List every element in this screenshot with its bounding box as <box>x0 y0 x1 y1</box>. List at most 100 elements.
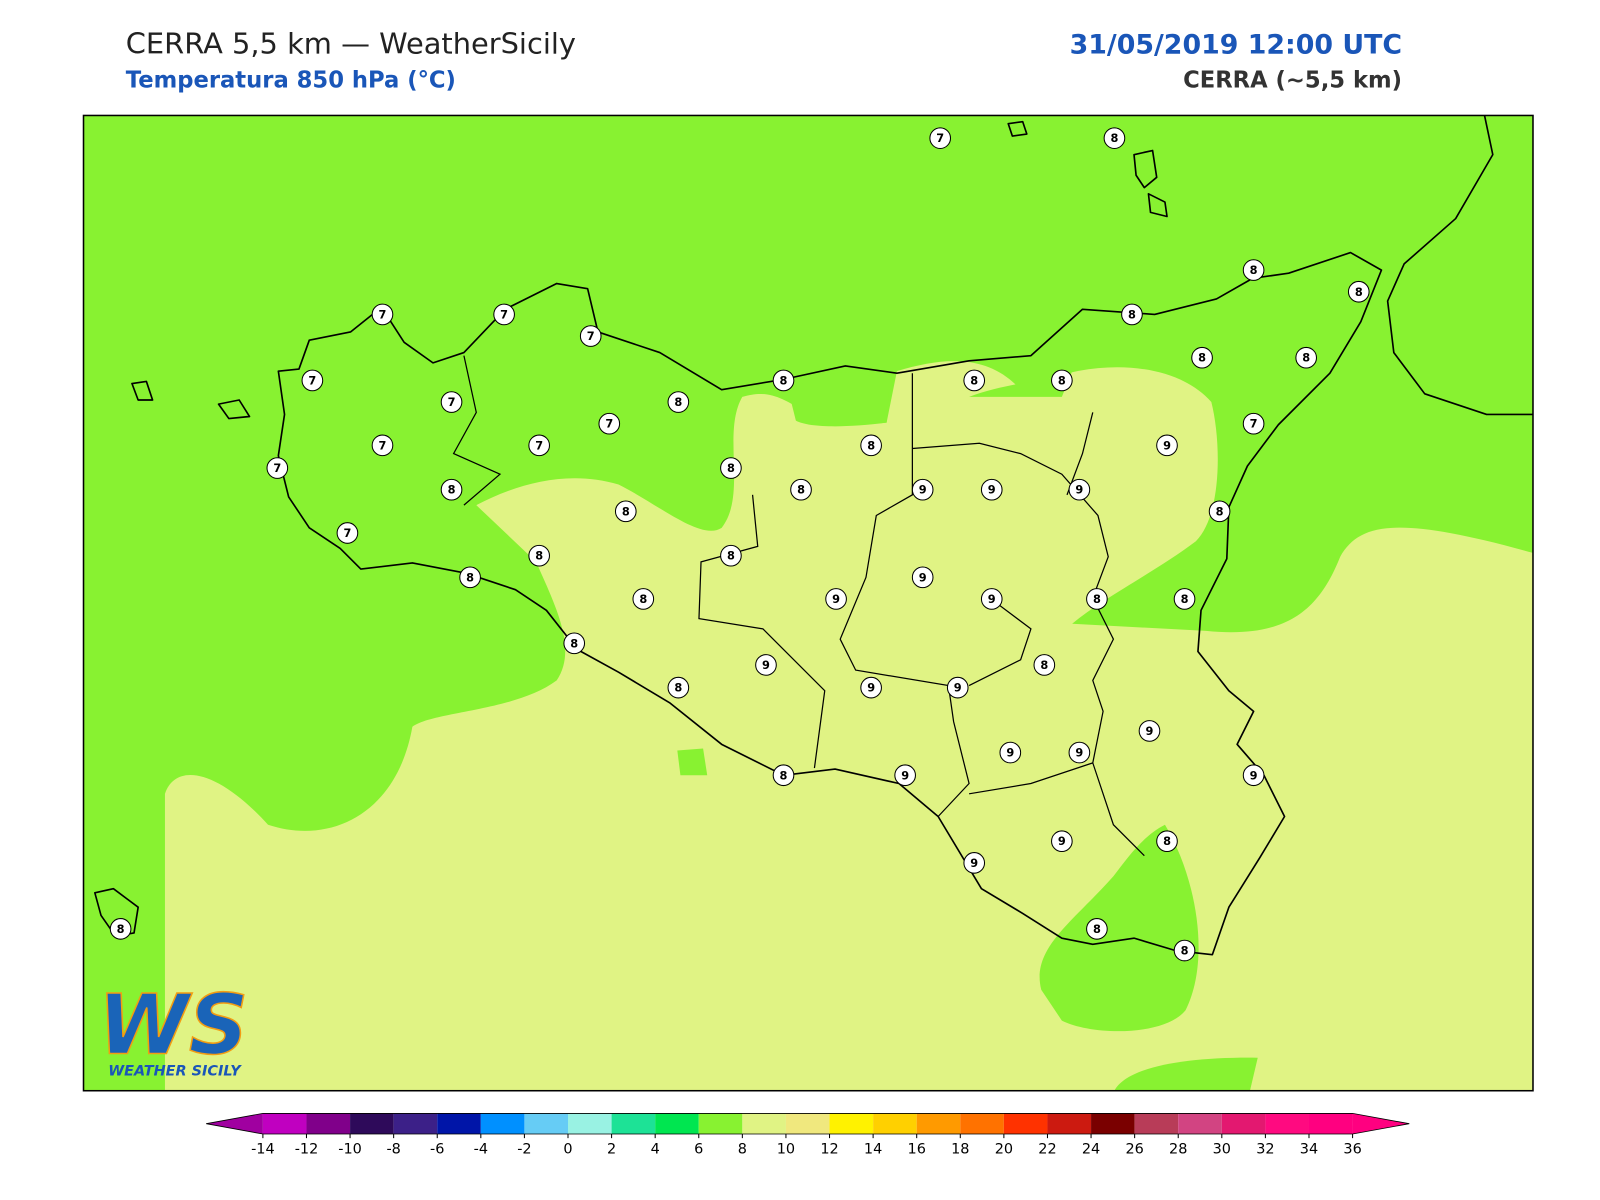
colorbar-box <box>393 1113 438 1135</box>
datetime: 31/05/2019 12:00 UTC <box>1070 30 1402 61</box>
subtitle: Temperatura 850 hPa (°C) <box>126 68 456 94</box>
station-marker <box>1033 654 1056 676</box>
station-value: 8 <box>1181 592 1189 606</box>
station-marker <box>860 434 882 457</box>
station-value: 8 <box>622 504 630 518</box>
station-value: 8 <box>1216 504 1224 518</box>
colorbar-tick-label: 0 <box>563 1142 572 1158</box>
station-value: 9 <box>1250 768 1258 782</box>
colorbar-over <box>1352 1113 1410 1135</box>
station-value: 8 <box>1058 373 1066 387</box>
station-marker <box>825 588 847 610</box>
colorbar-tick-label: 32 <box>1256 1142 1274 1158</box>
station-marker <box>632 588 655 610</box>
station-marker <box>667 676 690 699</box>
province-border <box>452 355 1145 857</box>
station-value: 7 <box>379 438 387 452</box>
station-marker <box>598 412 621 435</box>
station-marker <box>440 478 463 501</box>
colorbar-box <box>1178 1113 1222 1135</box>
station-value: 7 <box>1250 417 1258 431</box>
station-value: 9 <box>970 856 978 870</box>
station-value: 8 <box>535 549 543 563</box>
colorbar-box <box>1265 1113 1309 1135</box>
logo-mark: WS <box>98 978 248 1074</box>
colorbar-box <box>350 1113 394 1135</box>
station-marker <box>1051 369 1073 392</box>
map-frame <box>82 114 1534 1092</box>
colorbar-tick-label: 6 <box>694 1142 703 1158</box>
colorbar-tick-label: -12 <box>295 1142 319 1158</box>
title: CERRA 5,5 km — WeatherSicily <box>126 27 576 61</box>
station-marker <box>772 369 795 392</box>
station-value: 8 <box>1355 285 1363 299</box>
colorbar-tick-label: -6 <box>430 1142 444 1158</box>
station-marker <box>1191 346 1213 369</box>
island <box>94 120 1168 937</box>
coastline-calabria <box>1386 115 1533 416</box>
station-marker <box>109 918 132 940</box>
field-green-patch <box>1039 824 1199 1032</box>
station-marker <box>667 391 690 413</box>
station-marker <box>440 391 463 413</box>
station-value: 9 <box>988 483 996 497</box>
station-value: 7 <box>535 438 543 452</box>
colorbar: -14 -12 -10 -8 -6 -4 -2 0 2 4 6 8 10 12 14 16 18 20 22 24 26… <box>206 1112 1410 1158</box>
station-marker <box>720 457 742 479</box>
station-marker <box>1156 434 1178 457</box>
station-value: 8 <box>448 483 456 497</box>
station-marker <box>911 478 934 501</box>
colorbar-tick-label: 26 <box>1125 1142 1143 1158</box>
map <box>83 115 1533 1091</box>
colorbar-tick-label: 22 <box>1038 1142 1056 1158</box>
colorbar-box <box>568 1113 612 1135</box>
colorbar-tick-label: -4 <box>474 1142 488 1158</box>
colorbar-tick-label: -8 <box>386 1142 400 1158</box>
station-value: 7 <box>500 307 508 321</box>
colorbar-tick-label: -14 <box>251 1142 275 1158</box>
colorbar-tick-label: 18 <box>951 1142 969 1158</box>
station-marker <box>980 478 1003 501</box>
field-green-patch <box>1114 1057 1258 1091</box>
station-value: 9 <box>1075 746 1083 760</box>
station-value: 8 <box>570 636 578 650</box>
station-marker <box>946 676 969 699</box>
station-marker <box>860 676 882 699</box>
station-marker <box>1242 259 1265 281</box>
station-value: 9 <box>919 483 927 497</box>
station-value: 8 <box>727 461 735 475</box>
station-marker <box>528 434 550 457</box>
station-marker <box>1242 412 1265 435</box>
station-value: 9 <box>867 681 875 695</box>
colorbar-under <box>206 1113 263 1135</box>
station-value: 9 <box>1058 834 1066 848</box>
station-value: 9 <box>832 592 840 606</box>
station-marker <box>301 369 324 392</box>
colorbar-tick-label: 16 <box>908 1142 926 1158</box>
colorbar-tick-label: 36 <box>1343 1142 1361 1158</box>
colorbar-tick-label: 4 <box>651 1142 660 1158</box>
station-marker <box>266 457 289 479</box>
colorbar-box <box>1047 1113 1092 1135</box>
station-marker <box>790 478 812 501</box>
station-marker <box>1138 720 1161 742</box>
station-marker <box>911 566 934 589</box>
station-value: 9 <box>988 592 996 606</box>
station-marker <box>1103 127 1126 149</box>
colorbar-tick-label: 8 <box>738 1142 747 1158</box>
station-marker <box>1068 478 1091 501</box>
station-marker <box>614 500 637 523</box>
station-marker <box>720 544 742 567</box>
station-marker <box>1121 303 1143 326</box>
station-marker <box>1156 830 1178 853</box>
colorbar-tick-label: 10 <box>777 1142 795 1158</box>
station-value: 9 <box>901 768 909 782</box>
station-marker <box>1347 280 1370 303</box>
station-marker <box>459 566 481 589</box>
colorbar-box <box>655 1113 699 1135</box>
station-value: 7 <box>343 526 351 540</box>
station-value: 7 <box>379 307 387 321</box>
field-green-patch <box>969 371 1073 397</box>
station-value: 9 <box>1075 483 1083 497</box>
colorbar-box <box>698 1113 743 1135</box>
